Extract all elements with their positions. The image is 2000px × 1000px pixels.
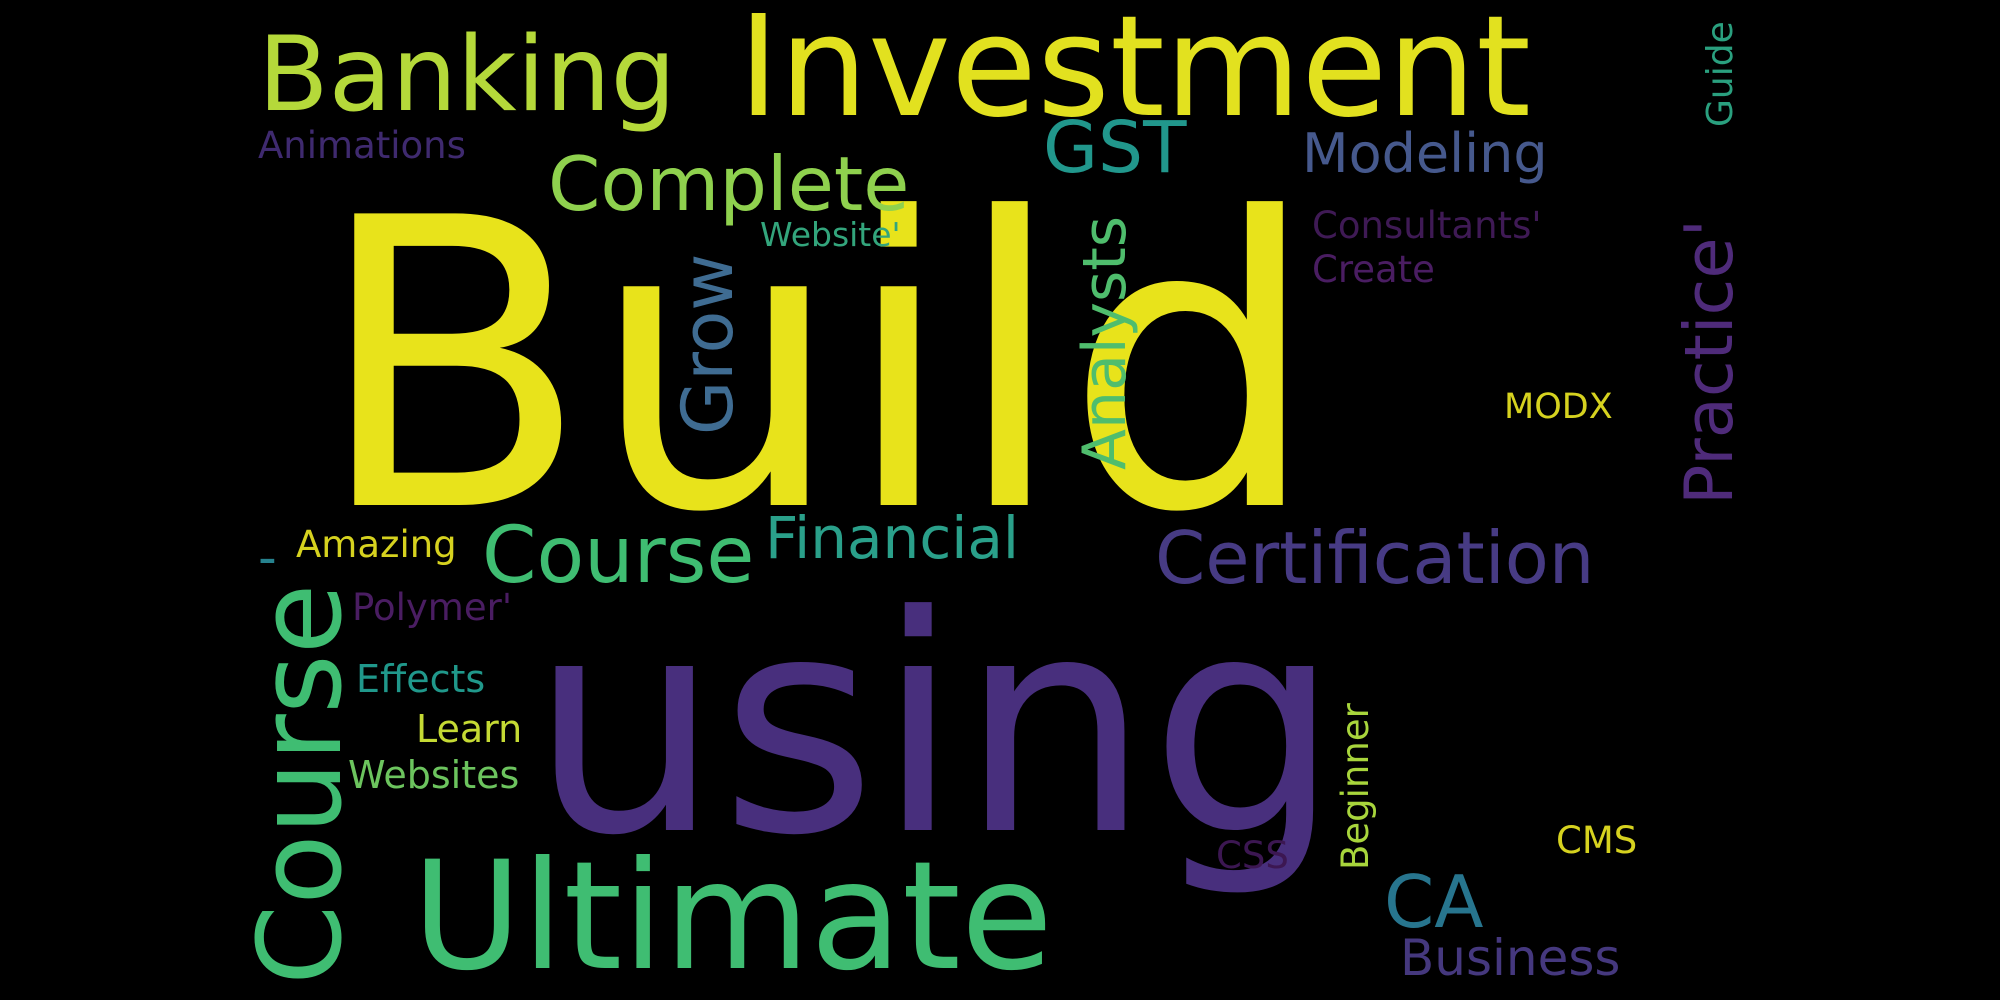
word-modeling: Modeling [1302,122,1548,185]
word-beginner: Beginner [1334,702,1377,870]
word-complete: Complete [548,140,909,228]
word-modx: MODX [1504,387,1613,427]
word-: - [258,528,277,588]
word-ultimate: Ultimate [412,830,1053,1000]
word-guide: Guide [1700,21,1741,127]
word-build: Build [315,135,1319,600]
word-animations: Animations [258,124,466,167]
word-analysts: Analysts [1070,216,1140,470]
word-polymer: Polymer' [352,586,512,629]
word-amazing: Amazing [296,523,457,566]
word-financial: Financial [765,504,1019,572]
word-learn: Learn [416,707,522,751]
word-create: Create [1312,248,1435,291]
word-ca: CA [1384,860,1484,944]
word-investment: Investment [738,0,1531,149]
word-business: Business [1400,929,1620,987]
word-using: using [530,552,1340,901]
word-course: Course [234,584,368,986]
word-banking: Banking [258,15,676,135]
word-certification: Certification [1155,516,1594,600]
word-gst: GST [1043,106,1187,189]
word-website: Website' [760,215,901,254]
word-consultants: Consultants' [1312,204,1542,247]
word-practice: Practice' [1670,219,1748,505]
word-websites: Websites [348,753,519,797]
word-css: CSS [1216,834,1289,877]
word-course: Course [482,511,754,601]
word-effects: Effects [356,657,485,701]
word-grow: Grow [667,253,749,435]
word-cms: CMS [1556,819,1637,862]
